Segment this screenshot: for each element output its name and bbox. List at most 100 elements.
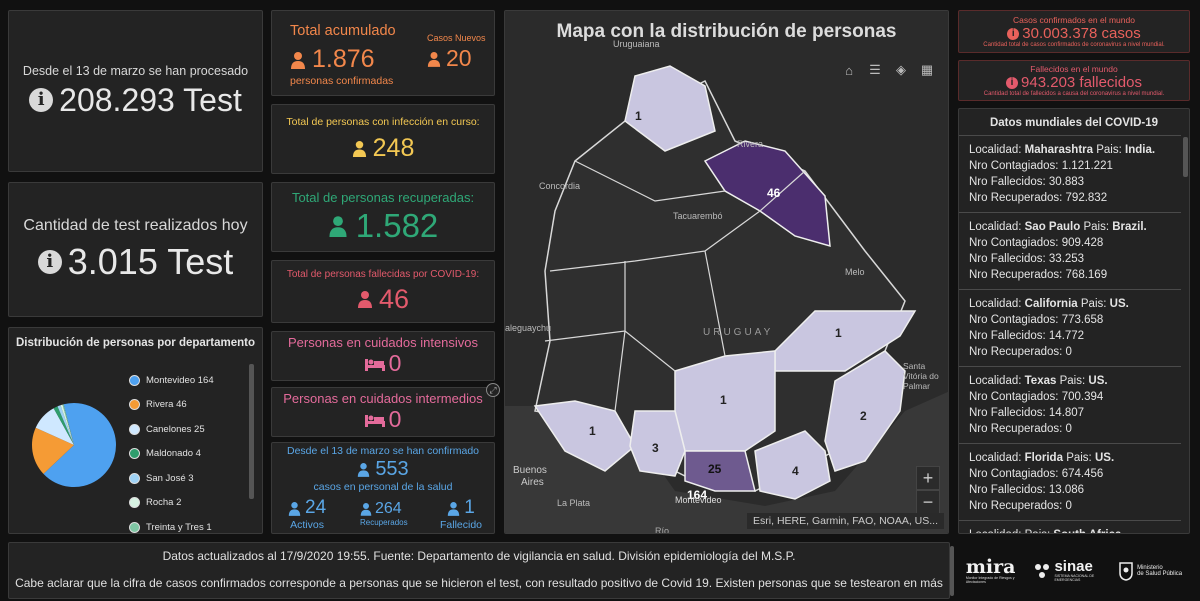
person-icon	[358, 463, 370, 477]
pie-slice[interactable]	[57, 405, 74, 445]
world-deaths-panel: Fallecidos en el mundo i 943.203 falleci…	[958, 60, 1190, 101]
world-cases-sub: Cantidad total de casos confirmados de c…	[983, 42, 1165, 48]
pie-slice[interactable]	[43, 403, 116, 487]
qr-code-icon[interactable]: ▦	[920, 62, 934, 77]
pie-slice[interactable]	[53, 406, 74, 445]
zoom-in-button[interactable]: +	[916, 466, 940, 490]
pie-slice[interactable]	[35, 408, 74, 445]
pais-label: Pais:	[1096, 144, 1122, 156]
map-attribution[interactable]: Esri, HERE, Garmin, FAO, NOAA, US...	[747, 513, 944, 529]
legend-item[interactable]: Treinta y Tres 1	[129, 515, 214, 533]
world-list-scrollbar[interactable]	[1183, 137, 1188, 177]
person-icon	[352, 140, 366, 157]
dept-count-canelones[interactable]: 25	[708, 462, 722, 476]
pie-slice[interactable]	[60, 404, 74, 445]
recuperados-label: Nro Recuperados:	[969, 192, 1063, 204]
localidad-label: Localidad:	[969, 144, 1022, 156]
dept-count-san-jose[interactable]: 3	[652, 441, 659, 455]
dept-count-lavalleja-north[interactable]: 1	[835, 326, 842, 340]
personal-salud-label: Desde el 13 de marzo se han confirmado	[286, 445, 480, 457]
world-list-item[interactable]: Localidad: Sao Paulo Pais: Brazil. Nro Co…	[959, 213, 1181, 290]
bed-icon	[364, 358, 385, 371]
footer-scrollbar[interactable]	[950, 546, 954, 596]
legend-item[interactable]: Montevideo 164	[129, 368, 214, 393]
recuperadas-value-row: 1.582	[328, 207, 438, 245]
world-deaths-label: Fallecidos en el mundo	[1030, 64, 1118, 74]
legend-item[interactable]: Maldonado 4	[129, 442, 214, 467]
mira-logo: mira Monitor Integrado de Riesgos y Afec…	[965, 555, 1016, 584]
legend-label: Rivera 46	[146, 399, 187, 411]
recuperados-value: 768.169	[1065, 269, 1108, 281]
tests-today-label: Cantidad de test realizados hoy	[23, 216, 248, 234]
zoom-out-button[interactable]: −	[916, 490, 940, 514]
dept-count-artigas[interactable]: 1	[635, 109, 642, 123]
home-icon[interactable]: ⌂	[845, 62, 853, 78]
recuperados-value: 264	[375, 500, 402, 517]
recuperados-value: 0	[1065, 423, 1072, 435]
world-cases-value: 30.003.378 casos	[1022, 25, 1141, 42]
recuperados-label: Nro Recuperados:	[969, 269, 1063, 281]
total-acumulado-sub: personas confirmadas	[290, 75, 394, 87]
dept-count-maldonado[interactable]: 4	[792, 464, 799, 478]
legend-item[interactable]: Rocha 2	[129, 491, 214, 516]
localidad-value: California	[1024, 298, 1078, 310]
legend-swatch	[129, 521, 140, 533]
dept-count-rocha[interactable]: 2	[860, 409, 867, 423]
pais-value: US.	[1094, 452, 1115, 464]
uruguay-map[interactable]	[505, 11, 949, 534]
fallecido-value: 1	[464, 497, 475, 518]
legend-list-icon[interactable]: ☰	[869, 62, 881, 77]
legend-item[interactable]: San José 3	[129, 466, 214, 491]
fallecidas-panel: Total de personas fallecidas por COVID-1…	[271, 260, 495, 323]
recuperados-value: 0	[1065, 346, 1072, 358]
world-list-panel: Datos mundiales del COVID-19 Localidad: …	[958, 108, 1190, 534]
dept-count-rivera[interactable]: 46	[767, 186, 781, 200]
person-icon	[427, 51, 441, 67]
dept-count-florida[interactable]: 1	[720, 393, 727, 407]
fallecidas-value: 46	[378, 283, 410, 314]
map-title: Mapa con la distribución de personas	[556, 21, 897, 42]
recuperados-label: Nro Recuperados:	[969, 500, 1063, 512]
pie-slice[interactable]	[62, 404, 74, 445]
world-list-item[interactable]: Localidad: Florida Pais: US. Nro Contagia…	[959, 444, 1181, 521]
world-list-item[interactable]: Localidad: Pais: South Africa.Nro Contag…	[959, 521, 1181, 533]
world-list-item[interactable]: Localidad: Maharashtra Pais: India. Nro C…	[959, 136, 1181, 213]
intensivos-value-row: 0	[364, 350, 401, 377]
map-panel[interactable]: Mapa con la distribución de personas 1 4…	[504, 10, 949, 534]
contagiados-value: 674.456	[1061, 468, 1104, 480]
legend-swatch	[129, 497, 140, 509]
legend-label: Maldonado 4	[146, 448, 201, 460]
world-cases-value-row: i 30.003.378 casos	[1007, 25, 1141, 42]
legend-scrollbar[interactable]	[249, 364, 254, 499]
dept-count-colonia[interactable]: 1	[589, 424, 596, 438]
place-label-tacuarembo: Tacuarembó	[673, 211, 723, 221]
legend-item[interactable]: Rivera 46	[129, 393, 214, 418]
contagiados-label: Nro Contagiados:	[969, 468, 1059, 480]
legend-item[interactable]: Canelones 25	[129, 417, 214, 442]
localidad-value: Maharashtra	[1024, 144, 1094, 156]
pais-label: Pais:	[1066, 452, 1092, 464]
departamentos-pie-chart[interactable]	[29, 400, 119, 490]
dept-count-montevideo[interactable]: 164	[687, 488, 708, 502]
pie-slice[interactable]	[32, 427, 74, 474]
country-label: URUGUAY	[703, 327, 774, 338]
footer-line-1: Datos actualizados al 17/9/2020 19:55. F…	[162, 549, 796, 563]
sinae-icon	[1035, 563, 1050, 578]
contagiados-value: 1.121.221	[1061, 160, 1113, 172]
world-list-item[interactable]: Localidad: Texas Pais: US. Nro Contagiado…	[959, 367, 1181, 444]
pais-label: Pais:	[1059, 375, 1086, 387]
contagiados-value: 773.658	[1061, 314, 1104, 326]
recuperados-label: Recuperados	[360, 518, 408, 527]
en-curso-panel: Total de personas con infección en curso…	[271, 104, 495, 174]
place-label-santa-vitoria-1: Santa	[903, 361, 926, 371]
total-acumulado-value: 1.876	[312, 45, 375, 73]
info-icon: i	[1007, 27, 1020, 40]
contagiados-label: Nro Contagiados:	[969, 160, 1059, 172]
place-label-gualeguaychu: aleguaychú	[505, 323, 552, 333]
world-cases-label: Casos confirmados en el mundo	[1013, 15, 1135, 25]
recuperadas-panel: Total de personas recuperadas: 1.582	[271, 182, 495, 252]
expand-handle-icon[interactable]: ⤢	[486, 383, 500, 397]
place-label-buenos-aires-1: Buenos	[513, 465, 547, 476]
world-list-item[interactable]: Localidad: California Pais: US. Nro Conta…	[959, 290, 1181, 367]
layers-icon[interactable]: ◈	[896, 62, 906, 77]
